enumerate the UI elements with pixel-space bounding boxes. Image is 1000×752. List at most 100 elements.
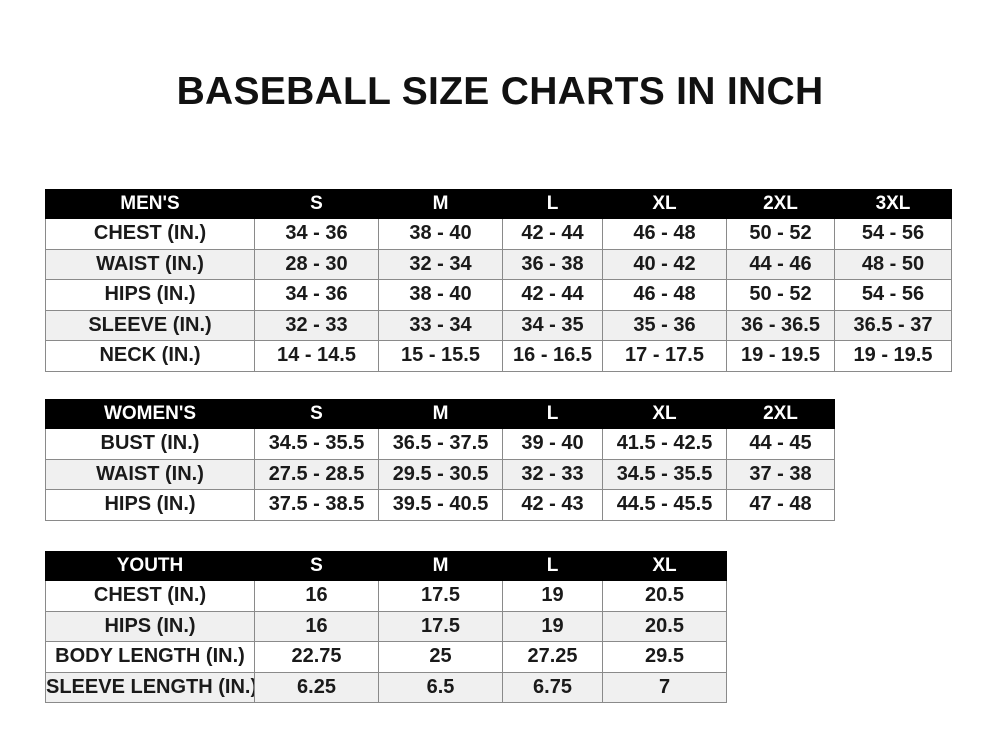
size-value: 36.5 - 37 xyxy=(834,309,952,341)
size-value: 7 xyxy=(602,671,727,703)
table-row: WAIST (IN.) 28 - 30 32 - 34 36 - 38 40 - 42 4… xyxy=(45,248,952,280)
size-value: 34 - 35 xyxy=(502,309,603,341)
size-value: 32 - 34 xyxy=(378,248,503,280)
measurement-label: SLEEVE (IN.) xyxy=(45,309,255,341)
size-value: 6.5 xyxy=(378,671,503,703)
table-row: HIPS (IN.) 34 - 36 38 - 40 42 - 44 46 - 48 50… xyxy=(45,279,952,311)
size-value: 46 - 48 xyxy=(602,279,727,311)
size-value: 19 xyxy=(502,610,603,642)
size-value: 42 - 44 xyxy=(502,279,603,311)
size-value: 33 - 34 xyxy=(378,309,503,341)
category-header: YOUTH xyxy=(45,551,255,581)
table-row: CHEST (IN.) 34 - 36 38 - 40 42 - 44 46 - 48 5… xyxy=(45,218,952,250)
size-value: 47 - 48 xyxy=(726,489,835,521)
size-value: 6.25 xyxy=(254,671,379,703)
size-header: M xyxy=(378,399,503,429)
size-value: 39.5 - 40.5 xyxy=(378,489,503,521)
size-value: 39 - 40 xyxy=(502,428,603,460)
size-value: 48 - 50 xyxy=(834,248,952,280)
youth-size-table: YOUTH S M L XL CHEST (IN.) 16 17.5 19 20.5 HIPS (I… xyxy=(45,551,727,703)
measurement-label: HIPS (IN.) xyxy=(45,610,255,642)
measurement-label: HIPS (IN.) xyxy=(45,489,255,521)
size-value: 44.5 - 45.5 xyxy=(602,489,727,521)
size-value: 54 - 56 xyxy=(834,279,952,311)
size-value: 54 - 56 xyxy=(834,218,952,250)
table-row: BODY LENGTH (IN.) 22.75 25 27.25 29.5 xyxy=(45,641,727,673)
measurement-label: CHEST (IN.) xyxy=(45,218,255,250)
size-value: 29.5 xyxy=(602,641,727,673)
size-value: 25 xyxy=(378,641,503,673)
size-value: 20.5 xyxy=(602,580,727,612)
size-value: 6.75 xyxy=(502,671,603,703)
category-header: WOMEN'S xyxy=(45,399,255,429)
size-value: 34 - 36 xyxy=(254,218,379,250)
size-value: 38 - 40 xyxy=(378,218,503,250)
measurement-label: HIPS (IN.) xyxy=(45,279,255,311)
size-value: 22.75 xyxy=(254,641,379,673)
size-value: 29.5 - 30.5 xyxy=(378,458,503,490)
table-row: HIPS (IN.) 16 17.5 19 20.5 xyxy=(45,610,727,642)
size-header: 2XL xyxy=(726,189,835,219)
measurement-label: WAIST (IN.) xyxy=(45,458,255,490)
table-row: SLEEVE LENGTH (IN.) 6.25 6.5 6.75 7 xyxy=(45,671,727,703)
size-value: 27.5 - 28.5 xyxy=(254,458,379,490)
size-value: 40 - 42 xyxy=(602,248,727,280)
table-row: NECK (IN.) 14 - 14.5 15 - 15.5 16 - 16.5 17 … xyxy=(45,340,952,372)
size-header: L xyxy=(502,551,603,581)
size-value: 37 - 38 xyxy=(726,458,835,490)
size-value: 17.5 xyxy=(378,580,503,612)
size-value: 36 - 36.5 xyxy=(726,309,835,341)
size-value: 17 - 17.5 xyxy=(602,340,727,372)
size-value: 34.5 - 35.5 xyxy=(254,428,379,460)
size-value: 17.5 xyxy=(378,610,503,642)
size-value: 27.25 xyxy=(502,641,603,673)
size-value: 37.5 - 38.5 xyxy=(254,489,379,521)
size-value: 19 - 19.5 xyxy=(834,340,952,372)
table-row: CHEST (IN.) 16 17.5 19 20.5 xyxy=(45,580,727,612)
size-value: 46 - 48 xyxy=(602,218,727,250)
size-value: 34 - 36 xyxy=(254,279,379,311)
measurement-label: BODY LENGTH (IN.) xyxy=(45,641,255,673)
size-value: 20.5 xyxy=(602,610,727,642)
womens-size-table: WOMEN'S S M L XL 2XL BUST (IN.) 34.5 - 35.5 36.5… xyxy=(45,399,835,521)
size-value: 50 - 52 xyxy=(726,218,835,250)
size-header: XL xyxy=(602,551,727,581)
size-value: 36 - 38 xyxy=(502,248,603,280)
size-value: 38 - 40 xyxy=(378,279,503,311)
size-value: 32 - 33 xyxy=(502,458,603,490)
size-header: L xyxy=(502,189,603,219)
measurement-label: BUST (IN.) xyxy=(45,428,255,460)
page-title: BASEBALL SIZE CHARTS IN INCH xyxy=(176,70,824,113)
size-header: M xyxy=(378,189,503,219)
size-value: 41.5 - 42.5 xyxy=(602,428,727,460)
size-value: 50 - 52 xyxy=(726,279,835,311)
size-header: L xyxy=(502,399,603,429)
size-value: 16 - 16.5 xyxy=(502,340,603,372)
size-value: 15 - 15.5 xyxy=(378,340,503,372)
size-value: 32 - 33 xyxy=(254,309,379,341)
size-header: S xyxy=(254,399,379,429)
size-header: 2XL xyxy=(726,399,835,429)
measurement-label: SLEEVE LENGTH (IN.) xyxy=(45,671,255,703)
size-header: XL xyxy=(602,399,727,429)
size-value: 16 xyxy=(254,580,379,612)
size-header: S xyxy=(254,189,379,219)
table-row: SLEEVE (IN.) 32 - 33 33 - 34 34 - 35 35 - 36… xyxy=(45,309,952,341)
size-header: 3XL xyxy=(834,189,952,219)
size-value: 14 - 14.5 xyxy=(254,340,379,372)
size-value: 19 xyxy=(502,580,603,612)
header-row: WOMEN'S S M L XL 2XL xyxy=(45,399,835,429)
header-row: YOUTH S M L XL xyxy=(45,551,727,581)
size-header: XL xyxy=(602,189,727,219)
size-header: M xyxy=(378,551,503,581)
mens-size-table: MEN'S S M L XL 2XL 3XL CHEST (IN.) 34 - 36 38 - 4… xyxy=(45,189,952,372)
table-row: HIPS (IN.) 37.5 - 38.5 39.5 - 40.5 42 - 43 4… xyxy=(45,489,835,521)
size-value: 44 - 46 xyxy=(726,248,835,280)
table-row: WAIST (IN.) 27.5 - 28.5 29.5 - 30.5 32 - 33… xyxy=(45,458,835,490)
measurement-label: WAIST (IN.) xyxy=(45,248,255,280)
size-value: 19 - 19.5 xyxy=(726,340,835,372)
size-value: 44 - 45 xyxy=(726,428,835,460)
size-value: 35 - 36 xyxy=(602,309,727,341)
size-value: 36.5 - 37.5 xyxy=(378,428,503,460)
size-value: 34.5 - 35.5 xyxy=(602,458,727,490)
